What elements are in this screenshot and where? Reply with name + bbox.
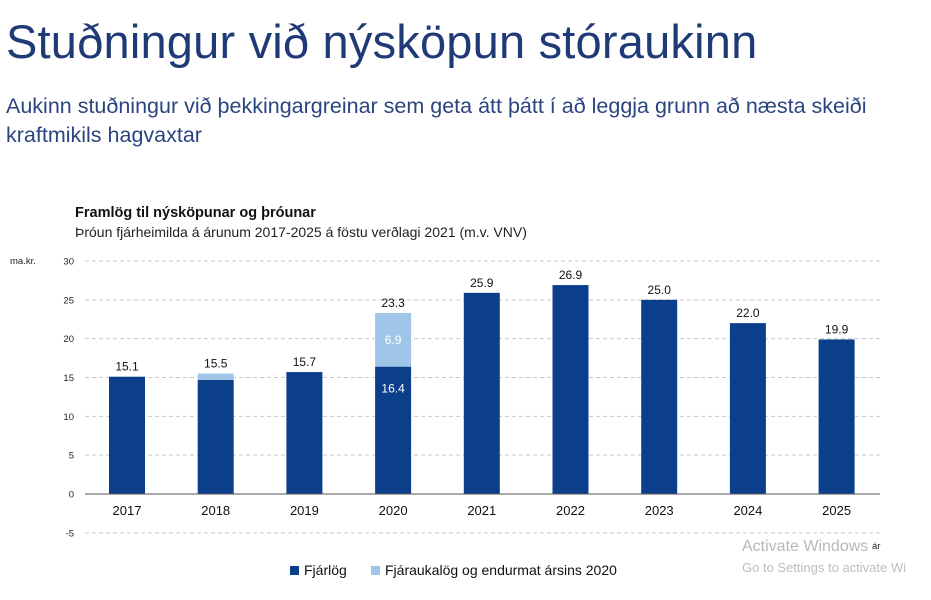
legend-label-fjaraukalog: Fjáraukalög og endurmat ársins 2020 (385, 562, 617, 578)
x-tick-label: 2019 (290, 503, 319, 518)
bar-fjaraukalog (375, 313, 412, 367)
chart-title: Framlög til nýsköpunar og þróunar (75, 205, 316, 221)
x-tick-label: 2022 (556, 503, 585, 518)
y-tick-label: 10 (63, 412, 74, 423)
bar-total-label: 19.9 (825, 322, 849, 336)
bar-fjarlog (375, 366, 412, 494)
bar-total-label: 15.7 (293, 355, 317, 369)
legend-swatch-fjaraukalog (371, 566, 380, 575)
bar-fjarlog (729, 323, 766, 494)
x-tick-label: 2025 (822, 503, 851, 518)
bar-total-label: 22.0 (736, 306, 760, 320)
x-tick-label: 2023 (645, 503, 674, 518)
bar-total-label: 15.5 (204, 357, 228, 371)
bar-fjaraukalog (197, 373, 234, 380)
bar-fjarlog (463, 292, 500, 494)
bar-fjarlog (641, 299, 678, 494)
bar-fjarlog (818, 339, 855, 494)
bar-total-label: 15.1 (115, 360, 139, 374)
bar-fjarlog (286, 372, 323, 494)
y-tick-label: 0 (69, 490, 74, 501)
y-tick-label: 5 (69, 451, 74, 462)
y-tick-label: 25 (63, 295, 74, 306)
x-tick-label: 2024 (733, 503, 762, 518)
x-tick-label: 2020 (379, 503, 408, 518)
bar-total-label: 25.0 (648, 283, 672, 297)
y-tick-label: 20 (63, 334, 74, 345)
bar-total-label: 23.3 (381, 296, 405, 310)
y-axis-unit-label: ma.kr. (10, 256, 36, 267)
bar-total-label: 25.9 (470, 276, 494, 290)
x-tick-label: 2017 (113, 503, 142, 518)
slide-subtitle: Aukinn stuðningur við þekkingargreinar s… (6, 94, 867, 147)
y-tick-label: 15 (63, 373, 74, 384)
chart-subtitle: Þróun fjárheimilda á árunum 2017-2025 á … (75, 224, 527, 240)
watermark-line1: Activate Windows (742, 538, 868, 555)
x-tick-label: 2018 (201, 503, 230, 518)
bar-fjarlog (197, 379, 234, 494)
slide-title: Stuðningur við nýsköpun stóraukinn (6, 15, 758, 68)
x-tick-label: 2021 (467, 503, 496, 518)
x-axis-unit-label: ár (872, 541, 880, 552)
watermark-line2: Go to Settings to activate Wi (742, 560, 906, 575)
y-tick-label: 30 (63, 257, 74, 268)
legend-swatch-fjarlog (290, 566, 299, 575)
y-tick-label: -5 (66, 528, 74, 539)
bar-total-label: 26.9 (559, 268, 583, 282)
legend-label-fjarlog: Fjárlög (304, 562, 347, 578)
bar-fjarlog (552, 285, 589, 494)
bar-inner-label-extra: 6.9 (385, 333, 402, 347)
bar-inner-label-base: 16.4 (381, 382, 405, 396)
bar-fjarlog (109, 376, 145, 494)
